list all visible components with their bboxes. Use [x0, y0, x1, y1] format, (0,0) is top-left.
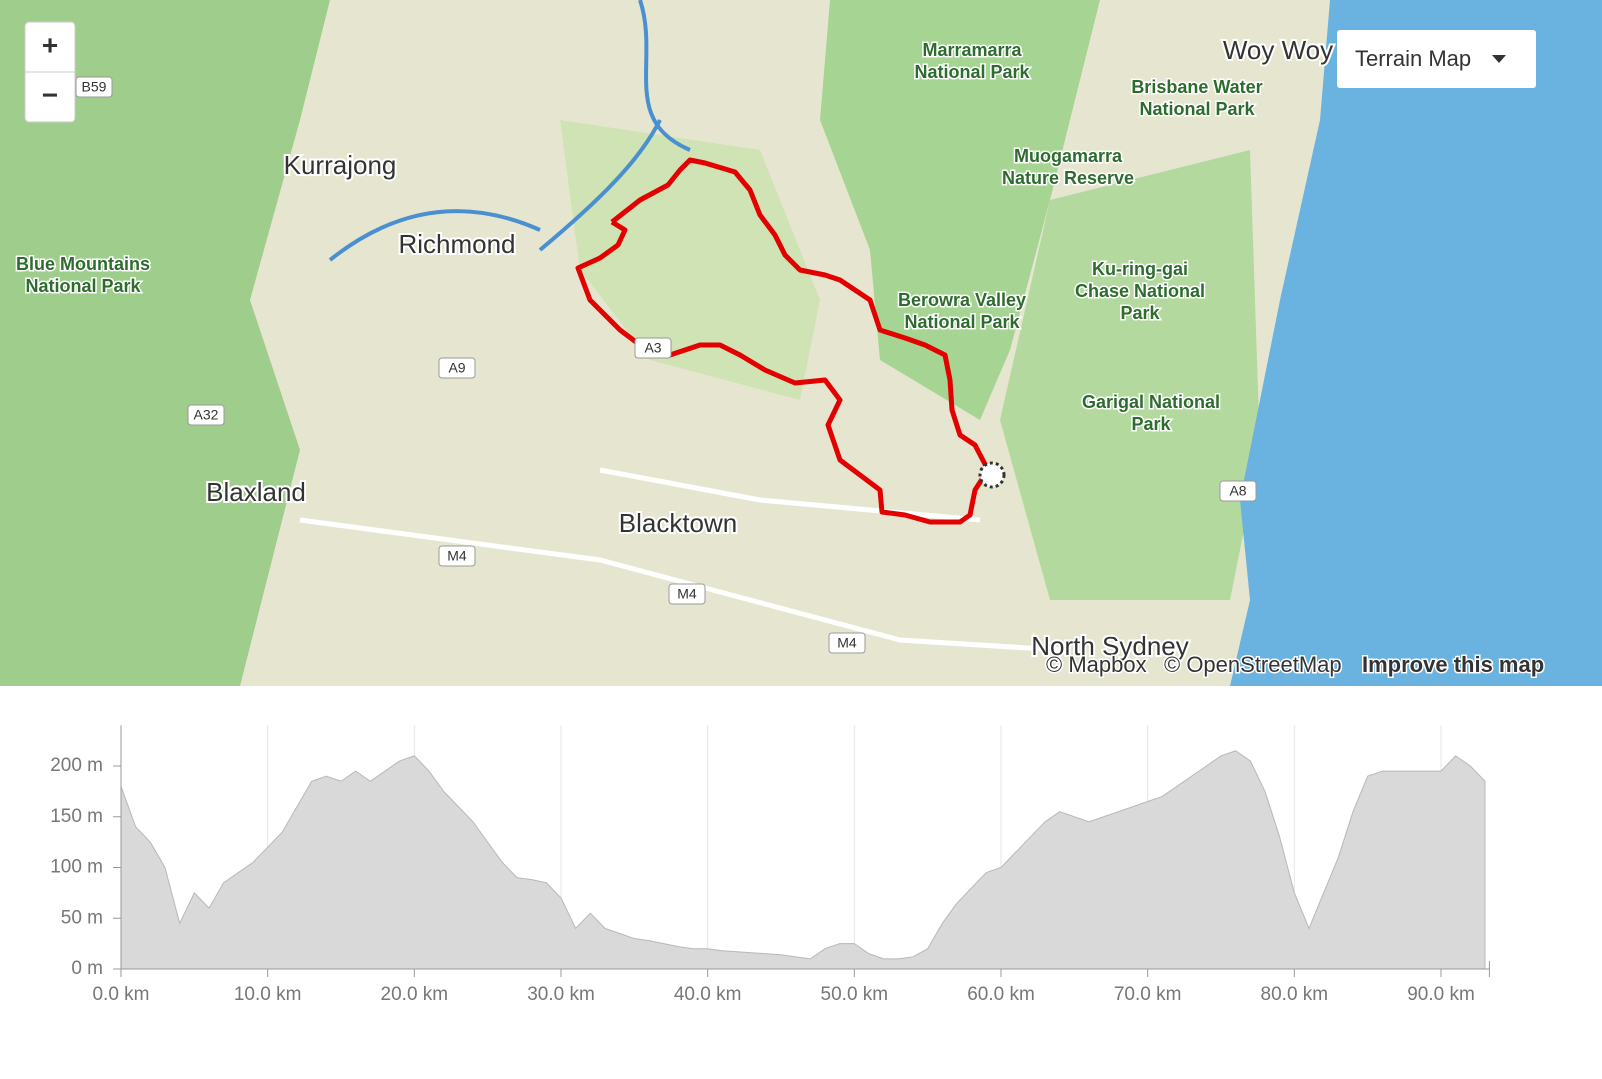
map	[0, 0, 1602, 686]
x-tick-label: 20.0 km	[381, 984, 449, 1005]
layer-button-label[interactable]: Terrain Map	[1355, 46, 1471, 71]
town-label: Blaxland	[206, 477, 306, 507]
y-tick-label: 50 m	[61, 907, 103, 928]
route	[575, 157, 991, 525]
road-label: A8	[1229, 483, 1246, 499]
river	[328, 0, 691, 262]
terrain	[1000, 150, 1260, 600]
town-label: Kurrajong	[284, 150, 397, 180]
x-tick-label: 10.0 km	[234, 984, 302, 1005]
park-label: National Park	[1139, 99, 1255, 119]
terrain	[0, 0, 330, 686]
road-shield	[438, 545, 476, 567]
park-label: Chase National	[1075, 281, 1205, 301]
park-label: Marramarra	[922, 40, 1022, 60]
y-tick-label: 150 m	[50, 806, 103, 827]
attribution[interactable]: © OpenStreetMap	[1163, 650, 1344, 678]
terrain	[560, 120, 820, 400]
finish-marker	[978, 461, 1006, 489]
road-label: A3	[644, 340, 661, 356]
park-label: Nature Reserve	[1002, 168, 1134, 188]
road-label: A9	[448, 360, 465, 376]
park-label: Blue Mountains	[16, 254, 150, 274]
road-shield	[1219, 480, 1257, 502]
road-shield	[187, 404, 225, 426]
zoom-in[interactable]: +	[42, 29, 58, 60]
terrain	[820, 0, 1100, 420]
town-label: North Sydney	[1031, 631, 1189, 661]
town-label: Woy Woy	[1223, 35, 1333, 65]
road-shield	[828, 632, 866, 654]
attribution[interactable]: © Mapbox	[1045, 650, 1149, 678]
town-label: Blacktown	[619, 508, 738, 538]
x-tick-label: 0.0 km	[92, 984, 149, 1005]
road-shield	[668, 583, 706, 605]
y-tick-label: 0 m	[71, 958, 103, 979]
park-label: National Park	[914, 62, 1030, 82]
road-shield	[634, 337, 672, 359]
town-label: Richmond	[398, 229, 515, 259]
x-tick-label: 70.0 km	[1114, 984, 1182, 1005]
caret	[1492, 55, 1506, 63]
road-label: M4	[837, 635, 857, 651]
y-tick-label: 200 m	[50, 755, 103, 776]
zoom-out[interactable]: −	[42, 79, 58, 110]
park-label: Berowra Valley	[898, 290, 1026, 310]
road-shield	[75, 76, 113, 98]
sea	[1230, 0, 1602, 686]
attribution[interactable]: Improve this map	[1361, 650, 1546, 678]
park-label: Muogamarra	[1014, 146, 1123, 166]
road-label: M4	[677, 586, 697, 602]
layer-button[interactable]	[1337, 30, 1536, 88]
park-label: Ku-ring-gai	[1092, 259, 1188, 279]
x-tick-label: 40.0 km	[674, 984, 742, 1005]
park-label: Park	[1131, 414, 1171, 434]
x-tick-label: 90.0 km	[1407, 984, 1475, 1005]
x-tick-label: 80.0 km	[1261, 984, 1329, 1005]
park-label: Garigal National	[1082, 392, 1220, 412]
x-tick-label: 60.0 km	[967, 984, 1035, 1005]
elevation-area	[120, 750, 1486, 970]
park-label: Park	[1120, 303, 1160, 323]
x-tick-label: 50.0 km	[821, 984, 889, 1005]
road-label: M4	[447, 548, 467, 564]
road-label: A32	[194, 407, 219, 423]
park-label: National Park	[25, 276, 141, 296]
road-label: B59	[82, 79, 107, 95]
park-label: Brisbane Water	[1131, 77, 1262, 97]
park-label: National Park	[904, 312, 1020, 332]
y-tick-label: 100 m	[50, 857, 103, 878]
road-shield	[438, 357, 476, 379]
x-tick-label: 30.0 km	[527, 984, 595, 1005]
